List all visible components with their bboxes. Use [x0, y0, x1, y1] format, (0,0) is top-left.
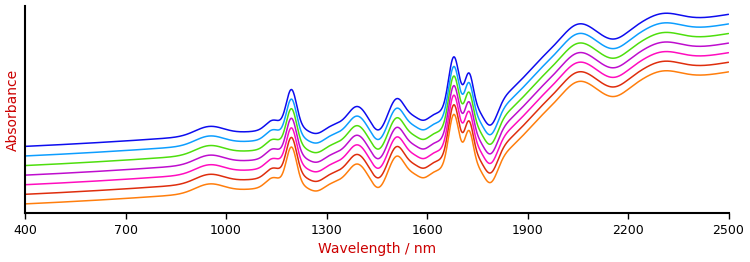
Y-axis label: Absorbance: Absorbance: [5, 68, 20, 151]
X-axis label: Wavelength / nm: Wavelength / nm: [318, 242, 436, 256]
